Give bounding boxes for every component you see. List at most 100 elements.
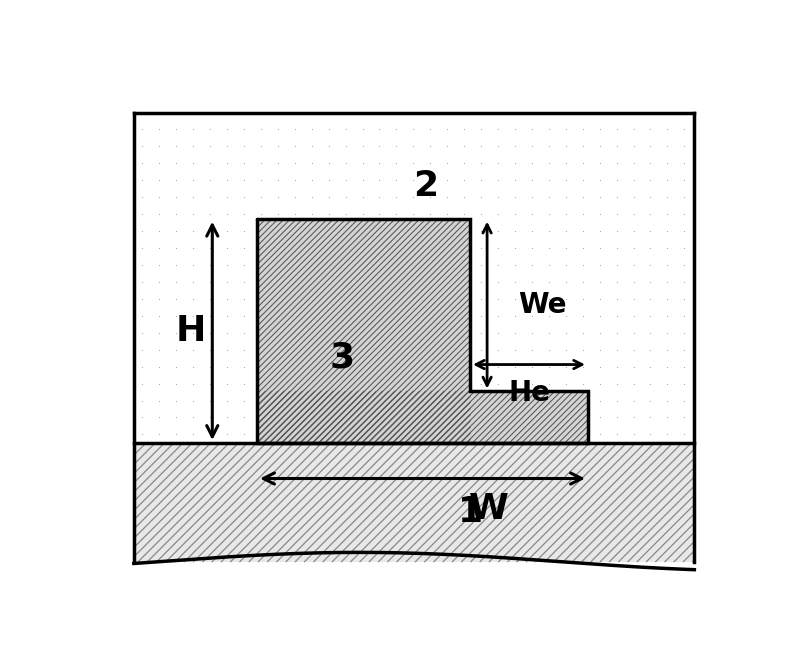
Point (644, 226, 657, 237)
Point (407, 294, 420, 304)
Point (356, 209, 369, 219)
Point (238, 294, 250, 304)
Point (661, 344, 674, 355)
Point (593, 209, 606, 219)
Point (221, 175, 234, 185)
Point (525, 243, 538, 254)
Point (661, 175, 674, 185)
Point (221, 327, 234, 338)
Point (339, 260, 352, 270)
Point (440, 327, 453, 338)
Point (170, 141, 183, 152)
Point (271, 158, 284, 169)
Point (170, 243, 183, 254)
Point (559, 175, 572, 185)
Point (627, 158, 640, 169)
Point (390, 294, 403, 304)
Point (322, 344, 335, 355)
Point (576, 175, 589, 185)
Point (593, 311, 606, 321)
Point (474, 158, 487, 169)
Point (288, 311, 301, 321)
Point (170, 429, 183, 440)
Point (491, 344, 504, 355)
Point (339, 396, 352, 406)
Point (238, 209, 250, 219)
Point (204, 141, 217, 152)
Point (255, 327, 267, 338)
Point (238, 226, 250, 237)
Point (440, 429, 453, 440)
Point (678, 429, 691, 440)
Point (187, 141, 200, 152)
Point (559, 378, 572, 389)
Point (390, 378, 403, 389)
Point (525, 158, 538, 169)
Point (525, 396, 538, 406)
Point (593, 124, 606, 135)
Point (407, 429, 420, 440)
Point (424, 226, 437, 237)
Point (576, 209, 589, 219)
Point (491, 226, 504, 237)
Point (187, 192, 200, 202)
Point (559, 158, 572, 169)
Point (644, 412, 657, 422)
Point (204, 429, 217, 440)
Point (271, 175, 284, 185)
Point (407, 192, 420, 202)
Point (474, 260, 487, 270)
Point (390, 344, 403, 355)
Point (221, 209, 234, 219)
Point (559, 412, 572, 422)
Point (407, 260, 420, 270)
Point (424, 209, 437, 219)
Point (627, 361, 640, 372)
Point (136, 124, 149, 135)
Point (238, 412, 250, 422)
Point (644, 396, 657, 406)
Point (525, 175, 538, 185)
Point (542, 141, 555, 152)
Point (153, 378, 166, 389)
Point (255, 311, 267, 321)
Point (610, 158, 623, 169)
Point (153, 175, 166, 185)
Point (390, 327, 403, 338)
Point (593, 327, 606, 338)
Point (356, 260, 369, 270)
Point (576, 378, 589, 389)
Point (525, 361, 538, 372)
Point (508, 158, 521, 169)
Point (288, 209, 301, 219)
Point (508, 209, 521, 219)
Point (542, 277, 555, 287)
Point (187, 311, 200, 321)
Point (576, 158, 589, 169)
Point (661, 209, 674, 219)
Point (390, 209, 403, 219)
Point (255, 361, 267, 372)
Point (204, 277, 217, 287)
Point (221, 277, 234, 287)
Point (373, 124, 386, 135)
Text: H: H (175, 314, 206, 348)
Point (440, 158, 453, 169)
Point (593, 260, 606, 270)
Point (457, 412, 470, 422)
Point (678, 158, 691, 169)
Point (136, 378, 149, 389)
Point (238, 141, 250, 152)
Point (576, 344, 589, 355)
Point (474, 327, 487, 338)
Point (644, 311, 657, 321)
Point (187, 158, 200, 169)
Text: 1: 1 (457, 495, 482, 529)
Point (491, 175, 504, 185)
Point (204, 175, 217, 185)
Point (356, 175, 369, 185)
Point (136, 361, 149, 372)
Point (610, 260, 623, 270)
Point (170, 344, 183, 355)
Point (204, 209, 217, 219)
